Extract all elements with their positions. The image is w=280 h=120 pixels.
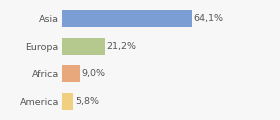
Bar [62,10,192,27]
Text: 5,8%: 5,8% [75,97,99,106]
Text: 9,0%: 9,0% [82,69,106,78]
Text: 21,2%: 21,2% [107,42,137,51]
Text: 64,1%: 64,1% [193,14,223,23]
Bar [62,93,73,110]
Bar [62,65,80,82]
Bar [62,38,104,55]
